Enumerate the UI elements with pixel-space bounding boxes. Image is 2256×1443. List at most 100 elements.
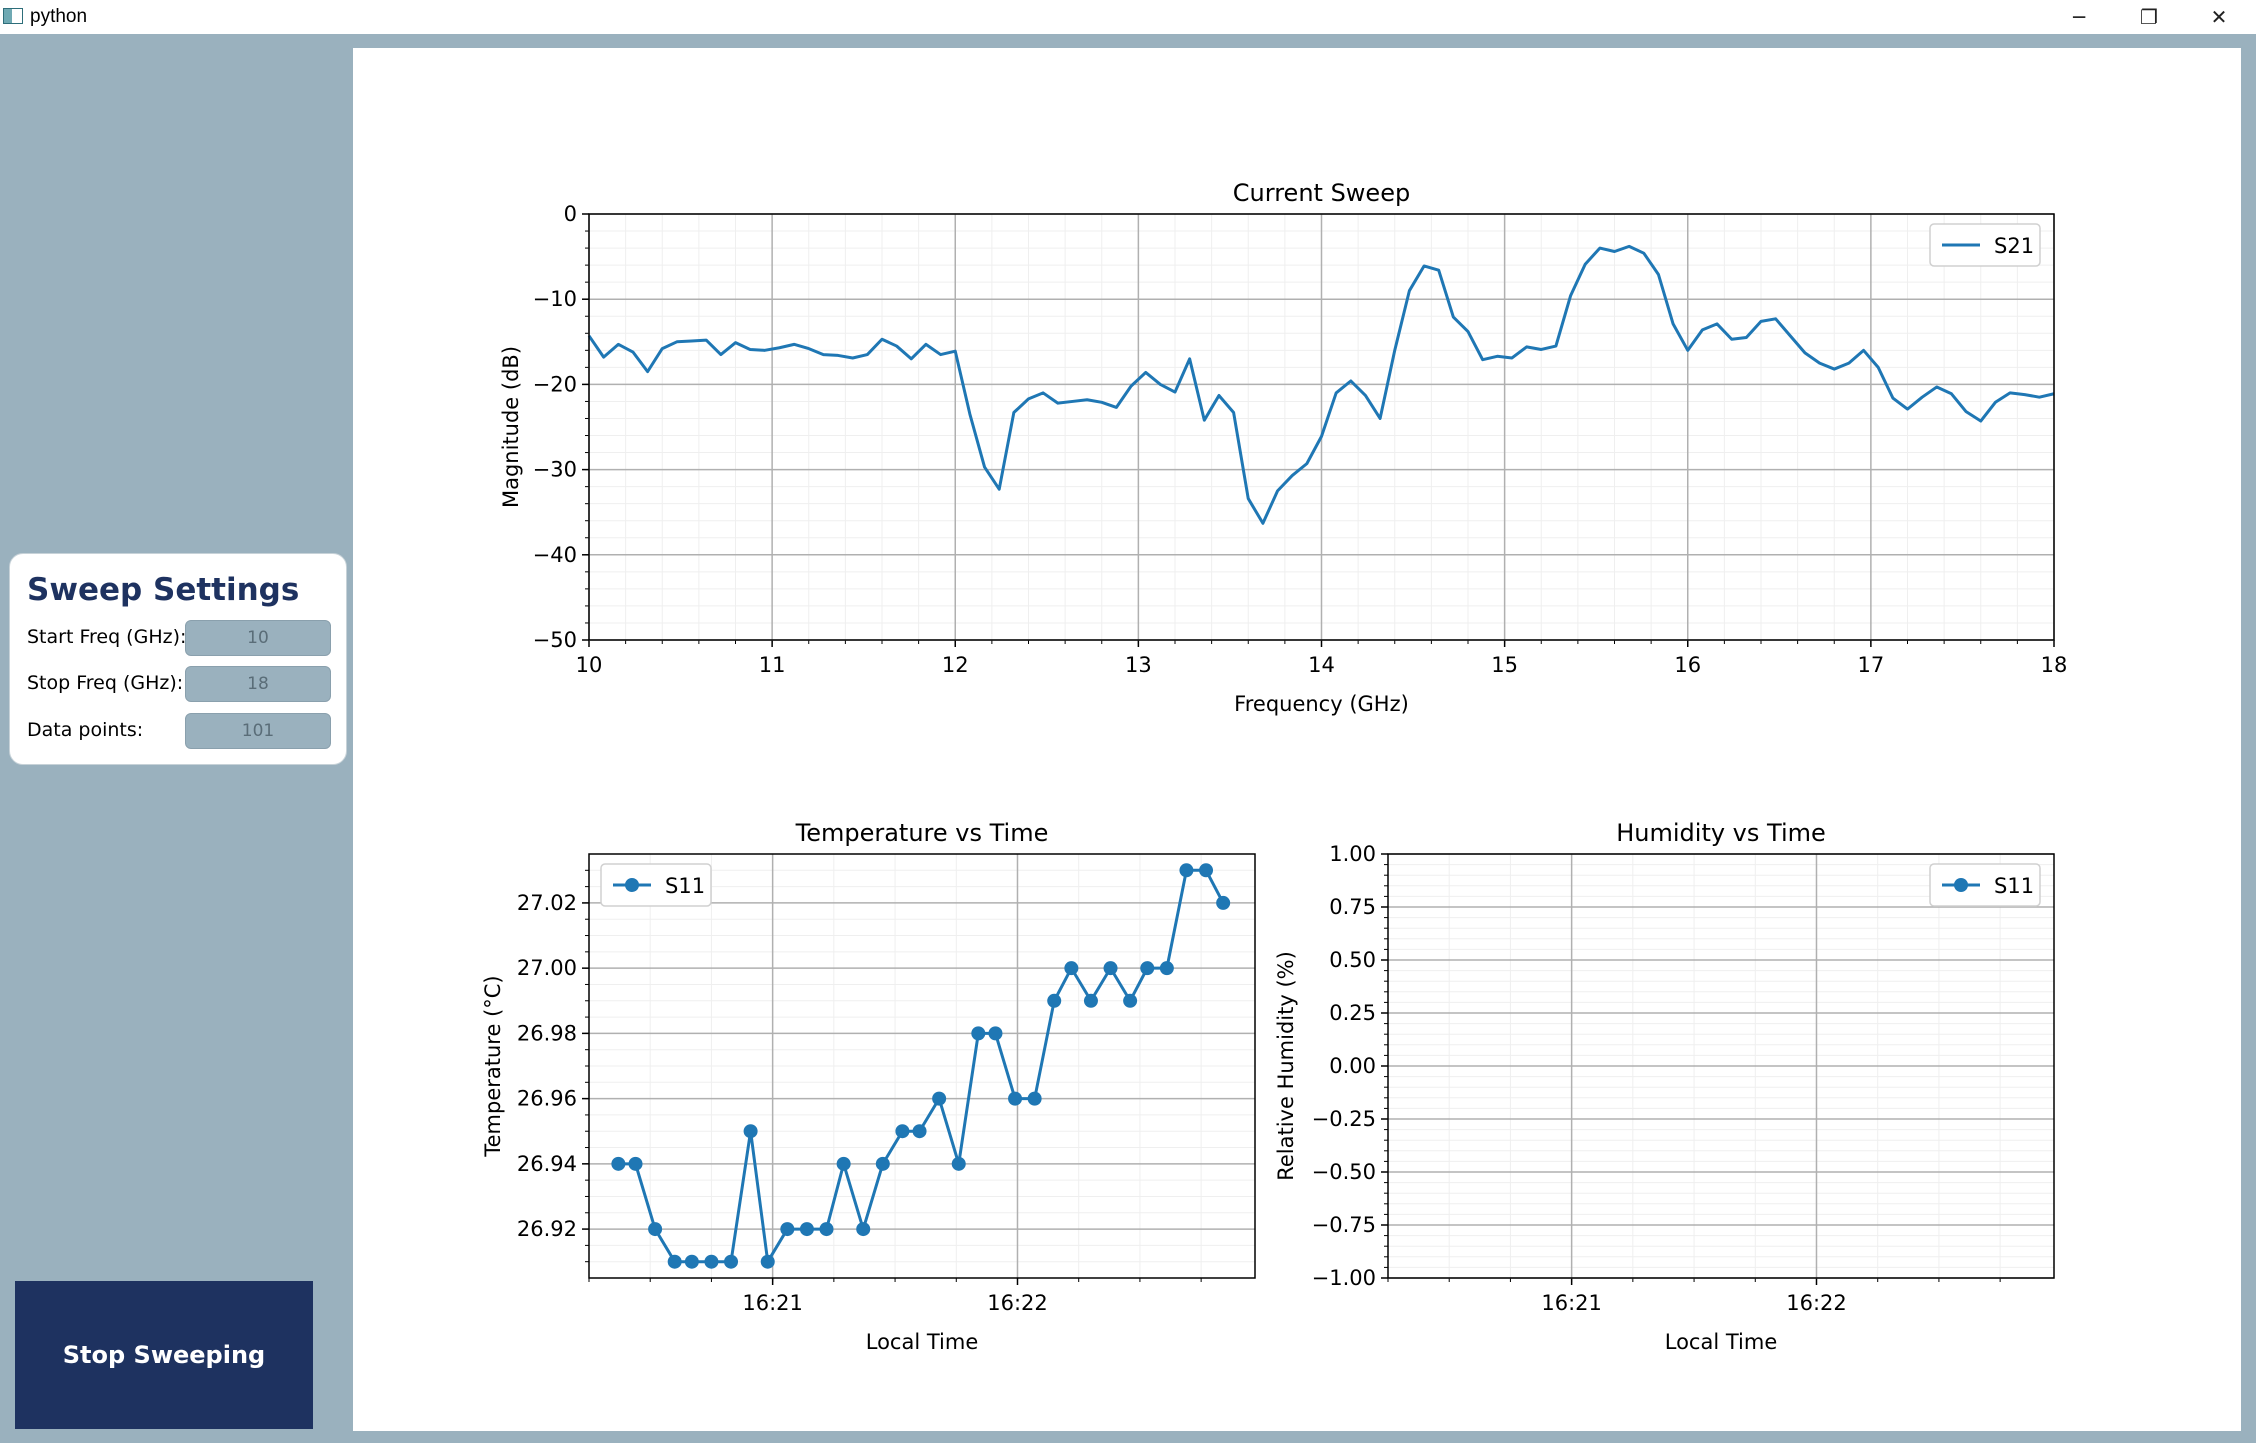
temp-data-point — [1008, 1091, 1023, 1106]
temp-data-point — [1064, 961, 1079, 976]
sweep-ytick-label: −30 — [533, 458, 577, 482]
humid-xlabel: Local Time — [1665, 1330, 1778, 1354]
sweep-ytick-label: −20 — [533, 372, 577, 396]
close-icon[interactable]: ✕ — [2210, 5, 2228, 29]
temp-data-point — [912, 1124, 927, 1139]
temp-data-point — [1159, 961, 1174, 976]
sweep-xtick-label: 15 — [1491, 653, 1518, 677]
sweep-ytick-label: 0 — [564, 202, 577, 226]
sweep-ytick-label: −10 — [533, 287, 577, 311]
temp-data-point — [988, 1026, 1003, 1041]
temp-ytick-label: 26.98 — [517, 1021, 577, 1045]
sweep-xtick-label: 13 — [1125, 653, 1152, 677]
sweep-ytick-label: −40 — [533, 543, 577, 567]
temp-ytick-label: 27.02 — [517, 891, 577, 915]
temp-data-point — [895, 1124, 910, 1139]
temp-data-point — [648, 1222, 663, 1237]
temp-legend-marker — [625, 878, 639, 892]
temp-ytick-label: 27.00 — [517, 956, 577, 980]
humid-ytick-label: −1.00 — [1312, 1266, 1376, 1290]
humid-ytick-label: 0.00 — [1329, 1054, 1376, 1078]
sweep-legend-box — [1929, 223, 2041, 267]
temp-data-point — [1216, 895, 1231, 910]
temp-data-point — [836, 1156, 851, 1171]
humid-ytick-label: 0.75 — [1329, 895, 1376, 919]
temp-ytick-label: 26.92 — [517, 1217, 577, 1241]
humid-title: Humidity vs Time — [1616, 819, 1826, 847]
humid-legend-label: S11 — [1994, 874, 2034, 898]
humid-legend-box — [1929, 863, 2041, 907]
sweep-xtick-label: 16 — [1674, 653, 1701, 677]
temp-data-point — [951, 1156, 966, 1171]
temp-ylabel: Temperature (°C) — [481, 975, 505, 1157]
sweep-title: Current Sweep — [1233, 179, 1410, 207]
sweep-ytick-label: −50 — [533, 628, 577, 652]
plot-canvas: 10 11 12 13 14 15 16 17 18 0 −10 −20 −30 −40 −50 Curren… — [353, 48, 2241, 1431]
humid-ytick-label: −0.50 — [1312, 1160, 1376, 1184]
humid-ytick-label: 1.00 — [1329, 842, 1376, 866]
temp-data-point — [875, 1156, 890, 1171]
temp-title: Temperature vs Time — [795, 819, 1049, 847]
temp-xtick-label: 16:21 — [742, 1291, 803, 1315]
humid-ytick-label: 0.25 — [1329, 1001, 1376, 1025]
temp-data-point — [1179, 863, 1194, 878]
humid-legend-marker — [1954, 878, 1968, 892]
temp-data-point — [724, 1254, 739, 1269]
window-titlebar: python ─ ❐ ✕ — [0, 0, 2256, 34]
humid-ytick-label: −0.75 — [1312, 1213, 1376, 1237]
temp-data-point — [1199, 863, 1214, 878]
temp-data-point — [667, 1254, 682, 1269]
temp-xtick-label: 16:22 — [987, 1291, 1048, 1315]
temp-data-point — [971, 1026, 986, 1041]
sweep-series-line — [587, 244, 2055, 525]
data-points-field[interactable]: 101 — [185, 713, 331, 749]
temp-data-point — [760, 1254, 775, 1269]
temp-data-point — [1140, 961, 1155, 976]
sweep-legend-label: S21 — [1994, 234, 2034, 258]
restore-icon[interactable]: ❐ — [2140, 5, 2158, 29]
app-icon — [3, 8, 23, 24]
sweep-xtick-label: 12 — [942, 653, 969, 677]
sweep-settings-heading: Sweep Settings — [27, 572, 300, 608]
sweep-xtick-label: 10 — [576, 653, 603, 677]
sweep-xtick-label: 17 — [1858, 653, 1885, 677]
minimize-icon[interactable]: ─ — [2072, 5, 2086, 29]
temp-data-point — [704, 1254, 719, 1269]
temp-data-point — [1047, 993, 1062, 1008]
temp-legend-box — [600, 863, 712, 907]
temp-data-point — [799, 1222, 814, 1237]
stop-freq-label: Stop Freq (GHz): — [27, 672, 184, 694]
window-title: python — [30, 6, 88, 27]
humid-xtick-label: 16:22 — [1786, 1291, 1847, 1315]
humid-ytick-label: 0.50 — [1329, 948, 1376, 972]
humid-ytick-label: −0.25 — [1312, 1107, 1376, 1131]
temp-data-point — [819, 1222, 834, 1237]
temp-ytick-label: 26.96 — [517, 1087, 577, 1111]
sweep-xtick-label: 14 — [1308, 653, 1335, 677]
temp-xlabel: Local Time — [866, 1330, 979, 1354]
temp-data-point — [684, 1254, 699, 1269]
temp-data-point — [1123, 993, 1138, 1008]
humid-frame — [1387, 853, 2055, 1279]
stop-sweeping-button[interactable]: Stop Sweeping — [15, 1281, 313, 1429]
temp-ytick-label: 26.94 — [517, 1152, 577, 1176]
temp-data-point — [611, 1156, 626, 1171]
start-freq-label: Start Freq (GHz): — [27, 626, 187, 648]
humid-xtick-label: 16:21 — [1541, 1291, 1602, 1315]
start-freq-field[interactable]: 10 — [185, 620, 331, 656]
temp-data-point — [628, 1156, 643, 1171]
plots-svg: 10 11 12 13 14 15 16 17 18 0 −10 −20 −30 −40 −50 Curren… — [481, 179, 2068, 1354]
temp-data-point — [1027, 1091, 1042, 1106]
sweep-settings-card: Sweep Settings Start Freq (GHz): 10 Stop… — [9, 553, 347, 765]
temp-data-point — [743, 1124, 758, 1139]
temp-data-point — [780, 1222, 795, 1237]
temp-data-point — [1083, 993, 1098, 1008]
data-points-label: Data points: — [27, 719, 144, 741]
stop-freq-field[interactable]: 18 — [185, 666, 331, 702]
temp-data-point — [1103, 961, 1118, 976]
temp-frame — [588, 853, 1256, 1279]
sweep-xlabel: Frequency (GHz) — [1234, 692, 1409, 716]
sweep-xtick-label: 18 — [2041, 653, 2068, 677]
temp-data-point — [856, 1222, 871, 1237]
sweep-ylabel: Magnitude (dB) — [499, 346, 523, 508]
